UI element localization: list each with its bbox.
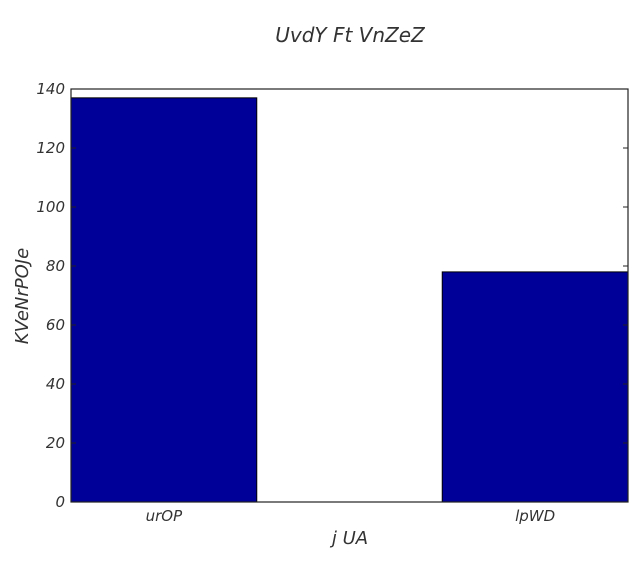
y-axis-ticks: 0 20 40 60 80 100 120 140 <box>36 80 628 511</box>
bars <box>70 97 629 503</box>
x-axis-ticks: urOP lpWD <box>146 507 556 525</box>
y-tick-label: 40 <box>46 375 65 393</box>
x-tick-label: lpWD <box>515 507 555 525</box>
y-tick-label: 120 <box>36 139 65 157</box>
bar-urOP <box>70 97 258 503</box>
y-axis-label: KVeNrPOJe <box>12 248 33 344</box>
y-tick-label: 20 <box>46 434 65 452</box>
x-tick-label: urOP <box>146 507 183 525</box>
chart-title: UvdY Ft VnZeZ <box>275 23 426 47</box>
plot-area-frame <box>70 88 629 503</box>
bar-lpWD <box>441 271 629 503</box>
y-tick-label: 60 <box>46 316 65 334</box>
y-tick-label: 140 <box>36 80 65 98</box>
x-axis-label: j UA <box>329 528 368 549</box>
y-tick-label: 100 <box>36 198 65 216</box>
y-tick-label: 80 <box>46 257 65 275</box>
y-tick-label: 0 <box>55 493 65 511</box>
